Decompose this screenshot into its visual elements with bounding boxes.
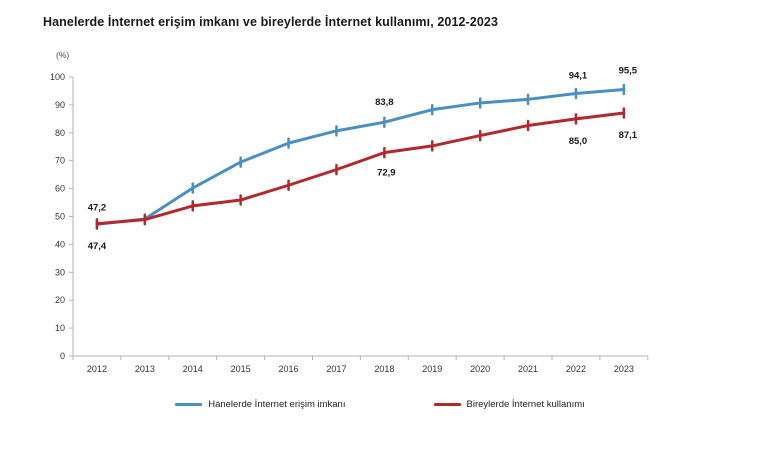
unit-label: (%) xyxy=(56,50,70,60)
legend-item-individual: Bireylerde İnternet kullanımı xyxy=(433,399,585,410)
x-tick-label: 2014 xyxy=(183,364,203,374)
line-chart: 0 10 20 30 40 50 60 70 80 90 100 2012 2013 2014 2015 20… xyxy=(50,66,649,374)
x-tick-label: 2016 xyxy=(279,364,299,374)
x-tick-label: 2020 xyxy=(470,364,490,374)
y-tick-label: 30 xyxy=(55,267,65,277)
household-line-swatch xyxy=(175,403,203,406)
data-point-label: 87,1 xyxy=(619,130,638,141)
y-tick-label: 0 xyxy=(60,351,65,361)
x-tick-label: 2018 xyxy=(374,364,394,374)
y-tick-label: 10 xyxy=(55,323,65,333)
y-tick-label: 100 xyxy=(50,72,65,82)
x-tick-label: 2023 xyxy=(614,364,634,374)
x-tick-label: 2012 xyxy=(87,364,107,374)
y-tick-label: 50 xyxy=(55,212,65,222)
individual-line-swatch xyxy=(433,403,461,406)
y-tick-label: 40 xyxy=(55,239,65,249)
x-tick-label: 2021 xyxy=(518,364,538,374)
data-point-label: 47,4 xyxy=(88,241,107,252)
data-point-label: 94,1 xyxy=(569,70,588,81)
legend-label-individual: Bireylerde İnternet kullanımı xyxy=(466,399,585,410)
data-point-label: 85,0 xyxy=(569,136,588,147)
x-tick-label: 2017 xyxy=(326,364,346,374)
household-series-line xyxy=(95,88,626,226)
legend-item-household: Hanelerde İnternet erişim imkanı xyxy=(175,399,346,410)
legend-label-household: Hanelerde İnternet erişim imkanı xyxy=(208,399,346,410)
y-tick-label: 80 xyxy=(55,128,65,138)
data-point-label: 83,8 xyxy=(375,97,394,108)
y-tick-label: 90 xyxy=(55,100,65,110)
x-tick-label: 2019 xyxy=(422,364,442,374)
y-tick-label: 20 xyxy=(55,295,65,305)
x-tick-label: 2015 xyxy=(231,364,251,374)
y-tick-label: 70 xyxy=(55,156,65,166)
x-tick-label: 2022 xyxy=(566,364,586,374)
y-tick-label: 60 xyxy=(55,184,65,194)
chart-legend: Hanelerde İnternet erişim imkanı Bireyle… xyxy=(0,399,760,410)
data-point-label: 47,2 xyxy=(88,202,107,213)
data-point-label: 72,9 xyxy=(377,168,396,179)
x-tick-label: 2013 xyxy=(135,364,155,374)
data-point-label: 95,5 xyxy=(619,66,638,77)
chart-title: Hanelerde İnternet erişim imkanı ve bire… xyxy=(43,15,499,29)
individual-series-line xyxy=(95,111,626,226)
